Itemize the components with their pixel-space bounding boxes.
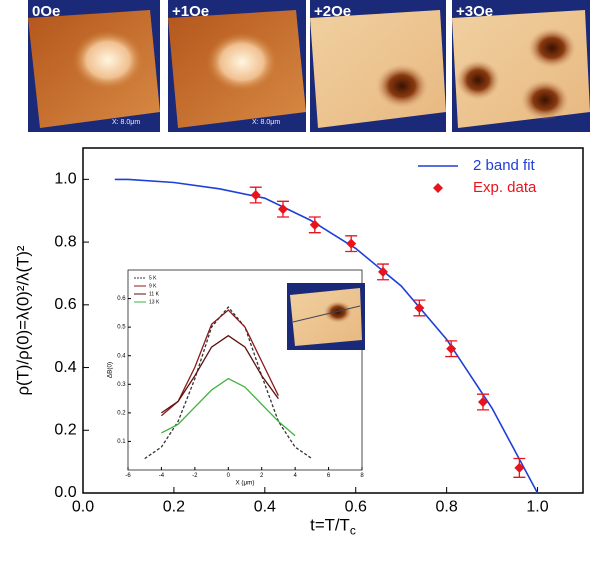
legend-marker xyxy=(433,183,443,193)
panel-label: +2Oe xyxy=(314,3,351,20)
x-tick-label: 4 xyxy=(293,473,297,479)
data-point xyxy=(446,343,457,354)
vortex xyxy=(528,28,576,68)
legend-label: 5 K xyxy=(149,275,157,281)
vortex xyxy=(456,60,500,100)
x-tick-label: 1.0 xyxy=(526,499,548,516)
x-axis-label-text: X (μm) xyxy=(235,479,254,486)
y-tick-label: 0.2 xyxy=(117,410,126,416)
image-panels xyxy=(28,0,590,132)
legend-label: Exp. data xyxy=(473,179,537,196)
main-chart: 0.0 0.2 0.4 0.6 0.8 1.0 0.0 0.2 0.4 0.6 0.8 1.0 t=T/… xyxy=(13,147,584,538)
data-point xyxy=(346,238,357,249)
series-line xyxy=(144,306,313,460)
legend-label: 11 K xyxy=(149,291,160,297)
vortex xyxy=(376,64,428,108)
series-line xyxy=(161,377,296,437)
y-tick-label: 0.6 xyxy=(117,296,126,302)
x-tick-label: -6 xyxy=(125,473,131,479)
inset-image xyxy=(287,283,365,350)
plot-frame xyxy=(82,147,584,494)
x-tick-label: -2 xyxy=(192,473,198,479)
surface xyxy=(310,10,446,128)
data-point xyxy=(250,190,261,201)
inset-chart: -6 -4 -2 0 2 4 6 8 0.1 0.2 0.3 0.4 0.5 0.6 X (μm) ΔB(0)… xyxy=(107,269,365,486)
y-tick-label: 0.8 xyxy=(54,233,76,250)
legend-label: 9 K xyxy=(149,283,157,289)
series-line xyxy=(114,178,539,494)
y-tick-label: 0.4 xyxy=(117,353,126,359)
vortex xyxy=(324,301,352,323)
y-tick-label: 0.2 xyxy=(54,421,76,438)
y-axis-label: ρ(T)/ρ(0)=λ(0)²/λ(T)² xyxy=(13,245,32,395)
y-tick-label: 0.3 xyxy=(117,382,126,388)
x-tick-label: 0.4 xyxy=(254,499,276,516)
panel-scale: X: 8.0μm xyxy=(112,119,140,126)
x-tick-label: -4 xyxy=(159,473,165,479)
panel-scale: X: 8.0μm xyxy=(252,119,280,126)
y-tick-label: 0.4 xyxy=(54,359,76,376)
x-tick-label: 6 xyxy=(327,473,331,479)
x-tick-label: 0.2 xyxy=(163,499,185,516)
y-tick-label: 0.5 xyxy=(117,325,126,331)
x-axis-label: X (μm) xyxy=(235,479,254,486)
panel-label: +3Oe xyxy=(456,3,493,20)
legend-label: 2 band fit xyxy=(473,157,536,174)
x-tick-label: 2 xyxy=(260,473,264,479)
cut-line xyxy=(292,305,361,323)
y-tick-label: 0.6 xyxy=(54,296,76,313)
panel-label: +1Oe xyxy=(172,3,209,20)
y-axis-label: ΔB(0) xyxy=(107,362,114,378)
x-axis-label: t=T/Tc xyxy=(310,516,356,538)
x-tick-label: 0.6 xyxy=(345,499,367,516)
series-line xyxy=(160,309,279,417)
y-tick-label: 1.0 xyxy=(54,171,76,188)
x-tick-label: 0.0 xyxy=(72,499,94,516)
vortex xyxy=(206,32,278,92)
x-tick-label: 8 xyxy=(360,473,364,479)
x-tick-label: 0.8 xyxy=(436,499,458,516)
data-point xyxy=(414,302,425,313)
y-tick-label: 0.0 xyxy=(54,484,76,501)
data-point xyxy=(278,204,288,215)
data-point xyxy=(514,462,525,473)
x-axis-label-text: t=T/T xyxy=(310,516,350,535)
legend-label: 13 K xyxy=(149,299,160,305)
data-point xyxy=(478,397,488,408)
y-tick-label: 0.1 xyxy=(117,439,126,445)
data-point xyxy=(378,266,388,277)
series-line xyxy=(161,334,279,414)
vortex xyxy=(521,80,569,120)
data-point xyxy=(309,219,320,230)
x-axis-label-sub: c xyxy=(350,524,356,538)
vortex xyxy=(72,30,144,90)
panel-label: 0Oe xyxy=(32,3,60,20)
x-tick-label: 0 xyxy=(227,473,231,479)
